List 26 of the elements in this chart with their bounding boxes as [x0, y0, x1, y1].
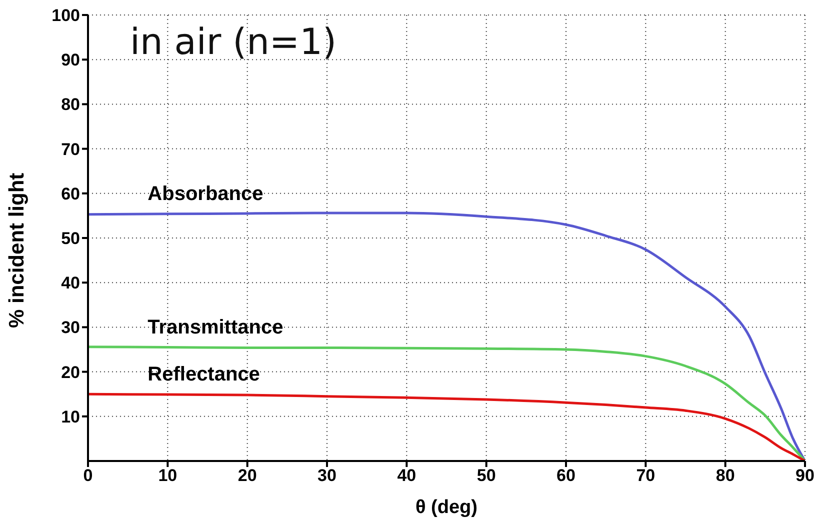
- series-label: Transmittance: [148, 316, 284, 338]
- series-label: Absorbance: [148, 182, 264, 205]
- x-tick-label: 80: [716, 466, 735, 486]
- annotation: in air (n=1): [130, 22, 337, 63]
- x-tick-label: 0: [83, 466, 93, 486]
- series-label: Reflectance: [148, 364, 260, 386]
- y-tick-label: 40: [61, 274, 80, 293]
- y-tick-label: 50: [61, 229, 80, 248]
- y-tick-label: 10: [61, 407, 80, 426]
- x-tick-label: 90: [796, 466, 814, 486]
- x-tick-label: 30: [318, 466, 336, 486]
- x-tick-label: 40: [397, 466, 416, 486]
- y-tick-label: 70: [61, 140, 80, 159]
- x-axis-title: θ (deg): [416, 497, 478, 518]
- x-tick-label: 50: [476, 466, 496, 486]
- y-axis-title: % incident light: [5, 172, 28, 328]
- x-tick-label: 60: [556, 466, 576, 486]
- y-tick-label: 80: [61, 95, 80, 114]
- x-tick-label: 10: [158, 466, 178, 486]
- y-tick-label: 90: [61, 50, 80, 70]
- y-tick-label: 20: [61, 362, 80, 382]
- y-tick-label: 30: [61, 318, 80, 338]
- x-tick-label: 70: [636, 466, 656, 486]
- x-tick-label: 20: [238, 466, 257, 486]
- y-tick-label: 60: [61, 184, 80, 204]
- y-tick-label: 100: [52, 6, 80, 26]
